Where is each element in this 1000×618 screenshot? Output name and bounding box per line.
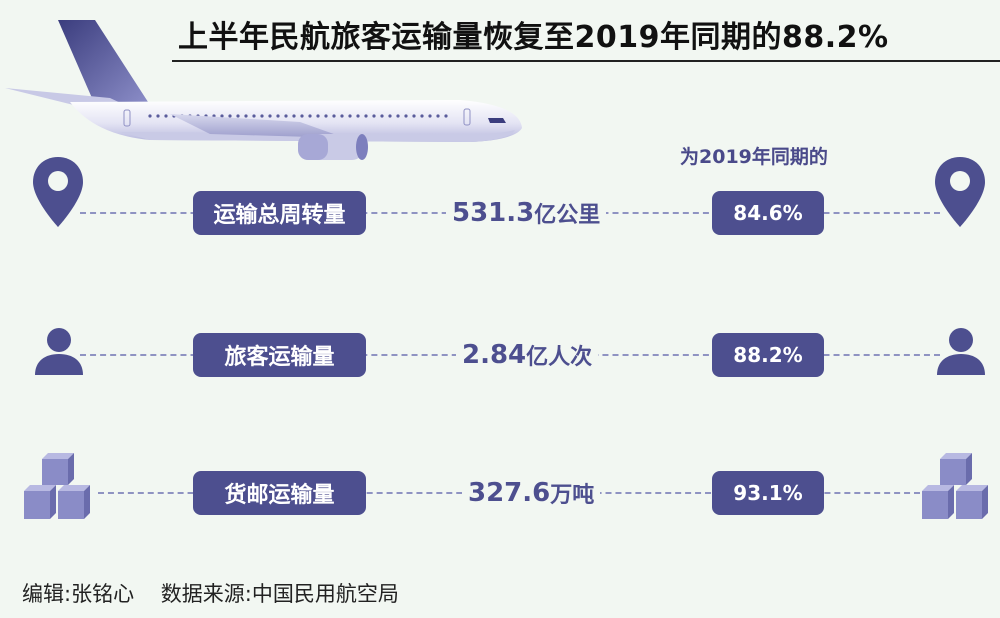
value-number: 531.3 [452, 198, 535, 228]
editor-credit: 编辑:张铭心 [22, 582, 135, 606]
title-underline [172, 60, 1000, 62]
metric-value: 327.6 万吨 [462, 473, 601, 513]
value-unit: 亿人次 [526, 345, 593, 370]
metric-label: 运输总周转量 [193, 191, 366, 235]
metric-row-passengers: 旅客运输量 2.84 亿人次 88.2% [0, 325, 1000, 385]
footer-credits: 编辑:张铭心 数据来源:中国民用航空局 [22, 578, 399, 608]
percent-badge: 88.2% [712, 333, 824, 377]
metric-value: 531.3 亿公里 [446, 193, 607, 233]
page-title: 上半年民航旅客运输量恢复至2019年同期的88.2% [178, 20, 889, 55]
data-source: 数据来源:中国民用航空局 [160, 582, 399, 606]
comparison-header: 为2019年同期的 [680, 146, 828, 168]
airplane-illustration [5, 20, 522, 160]
location-pin-icon [33, 157, 83, 227]
metric-row-ton-km: 运输总周转量 531.3 亿公里 84.6% [0, 157, 1000, 243]
value-unit: 万吨 [550, 483, 595, 508]
value-number: 327.6 [468, 478, 551, 508]
person-icon [35, 328, 83, 375]
location-pin-icon [935, 157, 985, 227]
person-icon [937, 328, 985, 375]
metric-row-cargo: 货邮运输量 327.6 万吨 93.1% [0, 453, 1000, 523]
metric-label: 货邮运输量 [193, 471, 366, 515]
cargo-boxes-icon [24, 453, 90, 519]
metric-label: 旅客运输量 [193, 333, 366, 377]
metric-value: 2.84 亿人次 [456, 335, 599, 375]
value-unit: 亿公里 [534, 203, 601, 228]
percent-badge: 84.6% [712, 191, 824, 235]
value-number: 2.84 [462, 340, 527, 370]
cargo-boxes-icon [922, 453, 988, 519]
percent-badge: 93.1% [712, 471, 824, 515]
